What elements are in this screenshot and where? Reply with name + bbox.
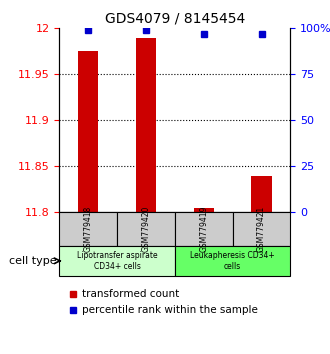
Bar xyxy=(251,176,272,212)
Text: Lipotransfer aspirate
CD34+ cells: Lipotransfer aspirate CD34+ cells xyxy=(77,251,157,270)
Text: GSM779421: GSM779421 xyxy=(257,206,266,252)
FancyBboxPatch shape xyxy=(233,212,290,246)
Text: GSM779420: GSM779420 xyxy=(142,206,150,252)
FancyBboxPatch shape xyxy=(59,212,117,246)
Bar xyxy=(136,38,156,212)
Bar xyxy=(78,51,98,212)
Text: transformed count: transformed count xyxy=(82,289,180,299)
FancyBboxPatch shape xyxy=(175,246,290,276)
FancyBboxPatch shape xyxy=(117,212,175,246)
Text: GSM779418: GSM779418 xyxy=(84,206,93,252)
FancyBboxPatch shape xyxy=(175,212,233,246)
Text: percentile rank within the sample: percentile rank within the sample xyxy=(82,305,258,315)
Title: GDS4079 / 8145454: GDS4079 / 8145454 xyxy=(105,12,245,26)
Text: GSM779419: GSM779419 xyxy=(199,206,208,252)
FancyBboxPatch shape xyxy=(59,246,175,276)
Text: Leukapheresis CD34+
cells: Leukapheresis CD34+ cells xyxy=(190,251,275,270)
Text: cell type: cell type xyxy=(10,256,57,266)
Bar xyxy=(194,208,214,212)
